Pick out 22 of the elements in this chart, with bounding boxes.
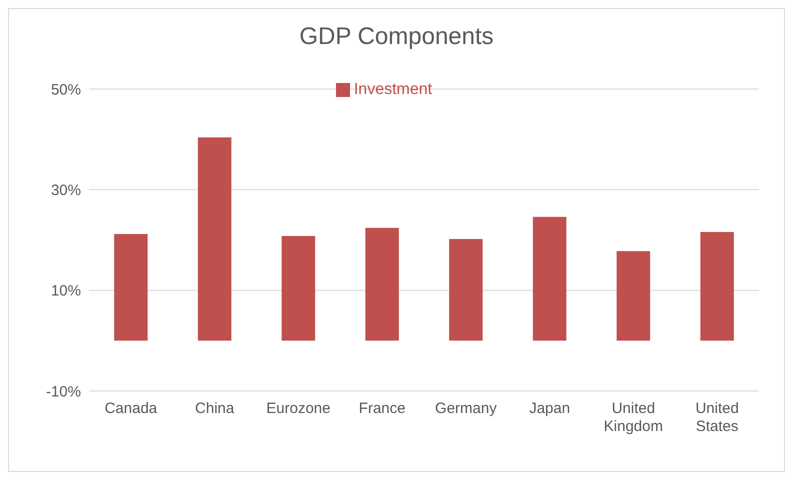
x-tick-label: Canada xyxy=(104,400,158,417)
chart-title: GDP Components xyxy=(298,23,495,51)
x-tick-label: United States xyxy=(695,400,739,435)
y-tick-label: 50% xyxy=(50,81,81,98)
legend-label: Investment xyxy=(354,81,432,98)
x-tick-label: Germany xyxy=(435,400,498,417)
x-tick-label: Japan xyxy=(529,400,570,417)
x-tick-label: France xyxy=(358,400,406,417)
y-tick-label: -10% xyxy=(46,383,81,400)
bar xyxy=(282,236,316,341)
bar xyxy=(449,238,483,341)
bar xyxy=(700,232,734,341)
x-tick-label: United Kingdom xyxy=(604,400,663,435)
y-tick-label: 30% xyxy=(50,182,81,199)
bar xyxy=(365,228,399,341)
bar xyxy=(616,251,650,341)
bar xyxy=(114,234,148,341)
x-tick-label: Eurozone xyxy=(266,400,330,417)
bar xyxy=(198,137,232,341)
bar xyxy=(532,216,566,341)
y-tick-label: 10% xyxy=(50,282,81,300)
x-tick-label: China xyxy=(195,400,235,417)
